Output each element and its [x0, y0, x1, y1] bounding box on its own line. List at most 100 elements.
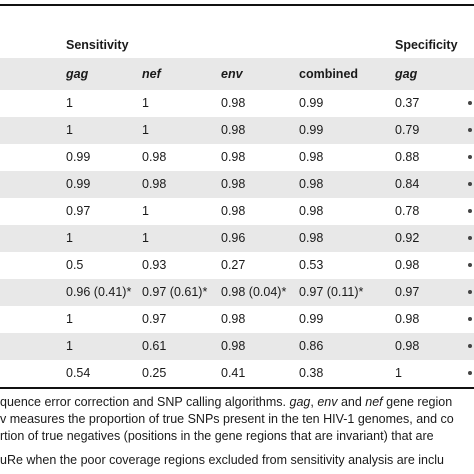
cell-gag: 0.97	[66, 204, 91, 218]
truncated-cell-mark	[468, 128, 472, 132]
cell-spec-gag: 0.97	[395, 285, 420, 299]
table-top-rule	[0, 4, 474, 6]
cell-nef: 0.98	[142, 177, 167, 191]
cell-gag: 1	[66, 312, 73, 326]
cell-spec-gag: 0.84	[395, 177, 420, 191]
truncated-cell-mark	[468, 290, 472, 294]
cell-combined: 0.98	[299, 204, 324, 218]
cell-gag: 0.96 (0.41)*	[66, 285, 132, 299]
cell-combined: 0.98	[299, 177, 324, 191]
table-bottom-rule	[0, 387, 474, 389]
cell-spec-gag: 0.37	[395, 96, 420, 110]
cell-combined: 0.99	[299, 96, 324, 110]
footnote-gene-gag: gag	[289, 395, 311, 409]
cell-gag: 0.5	[66, 258, 84, 272]
cell-nef: 0.97 (0.61)*	[142, 285, 208, 299]
cell-spec-gag: 0.98	[395, 312, 420, 326]
cell-nef: 0.97	[142, 312, 167, 326]
table-row: 0.5 0.93 0.27 0.53 0.98	[0, 252, 474, 279]
truncated-cell-mark	[468, 182, 472, 186]
table-row: 0.99 0.98 0.98 0.98 0.88	[0, 144, 474, 171]
cell-env: 0.98	[221, 96, 246, 110]
cell-env: 0.41	[221, 366, 246, 380]
cell-nef: 1	[142, 204, 149, 218]
cell-spec-gag: 1	[395, 366, 402, 380]
table-body: 1 1 0.98 0.99 0.37 1 1 0.98 0.99 0.79 0.…	[0, 90, 474, 387]
table-row: 0.54 0.25 0.41 0.38 1	[0, 360, 474, 387]
cell-combined: 0.98	[299, 231, 324, 245]
col-header-spec-gag: gag	[395, 67, 418, 81]
footnote-text: and	[337, 395, 366, 409]
cell-combined: 0.99	[299, 312, 324, 326]
table-row: 1 1 0.98 0.99 0.37	[0, 90, 474, 117]
cell-env: 0.98	[221, 177, 246, 191]
cell-combined: 0.38	[299, 366, 324, 380]
footnote-text: quence error correction and SNP calling …	[0, 395, 290, 409]
truncated-cell-mark	[468, 263, 472, 267]
cell-gag: 1	[66, 339, 73, 353]
cell-gag: 1	[66, 123, 73, 137]
cell-spec-gag: 0.98	[395, 258, 420, 272]
group-header-row: Sensitivity Specificity	[0, 10, 474, 58]
truncated-cell-mark	[468, 209, 472, 213]
footnote-line: uRe when the poor coverage regions exclu…	[0, 453, 444, 467]
cell-env: 0.98	[221, 204, 246, 218]
col-header-combined: combined	[299, 67, 359, 81]
table-row: 0.99 0.98 0.98 0.98 0.84	[0, 171, 474, 198]
cell-gag: 1	[66, 96, 73, 110]
cell-spec-gag: 0.88	[395, 150, 420, 164]
table-row: 1 0.61 0.98 0.86 0.98	[0, 333, 474, 360]
cell-spec-gag: 0.79	[395, 123, 420, 137]
truncated-cell-mark	[468, 371, 472, 375]
cell-env: 0.98	[221, 150, 246, 164]
cell-env: 0.27	[221, 258, 246, 272]
truncated-cell-mark	[468, 101, 472, 105]
table-row: 1 1 0.96 0.98 0.92	[0, 225, 474, 252]
footnote-line: v measures the proportion of true SNPs p…	[0, 412, 454, 426]
cell-nef: 1	[142, 231, 149, 245]
footnote-text: ,	[310, 395, 318, 409]
cell-combined: 0.98	[299, 150, 324, 164]
footnote-text: gene region	[382, 395, 453, 409]
footnote-line: quence error correction and SNP calling …	[0, 394, 452, 411]
cell-gag: 0.99	[66, 177, 91, 191]
table-row: 0.97 1 0.98 0.98 0.78	[0, 198, 474, 225]
cell-env: 0.96	[221, 231, 246, 245]
footnote-gene-nef: nef	[365, 395, 383, 409]
cell-gag: 0.54	[66, 366, 91, 380]
cell-nef: 0.98	[142, 150, 167, 164]
col-header-nef: nef	[142, 67, 161, 81]
sensitivity-header: Sensitivity	[66, 38, 129, 52]
cell-nef: 0.61	[142, 339, 167, 353]
cell-combined: 0.53	[299, 258, 324, 272]
cell-combined: 0.97 (0.11)*	[299, 285, 364, 299]
table-row: 1 1 0.98 0.99 0.79	[0, 117, 474, 144]
cell-combined: 0.86	[299, 339, 324, 353]
cell-spec-gag: 0.98	[395, 339, 420, 353]
footnote-gene-env: env	[317, 395, 338, 409]
cell-nef: 1	[142, 123, 149, 137]
cell-env: 0.98	[221, 339, 246, 353]
cell-env: 0.98	[221, 312, 246, 326]
cell-spec-gag: 0.92	[395, 231, 420, 245]
footnote-line: rtion of true negatives (positions in th…	[0, 429, 434, 443]
cell-nef: 0.25	[142, 366, 167, 380]
table-row: 1 0.97 0.98 0.99 0.98	[0, 306, 474, 333]
cell-spec-gag: 0.78	[395, 204, 420, 218]
truncated-cell-mark	[468, 317, 472, 321]
cell-gag: 0.99	[66, 150, 91, 164]
cell-gag: 1	[66, 231, 73, 245]
cell-nef: 0.93	[142, 258, 167, 272]
truncated-cell-mark	[468, 155, 472, 159]
truncated-cell-mark	[468, 344, 472, 348]
specificity-header: Specificity	[395, 38, 458, 52]
col-header-env: env	[221, 67, 243, 81]
cell-env: 0.98 (0.04)*	[221, 285, 287, 299]
table-row: 0.96 (0.41)* 0.97 (0.61)* 0.98 (0.04)* 0…	[0, 279, 474, 306]
col-header-gag: gag	[66, 67, 89, 81]
cell-nef: 1	[142, 96, 149, 110]
truncated-cell-mark	[468, 236, 472, 240]
sub-header-row: gag nef env combined gag	[0, 58, 474, 90]
cell-combined: 0.99	[299, 123, 324, 137]
